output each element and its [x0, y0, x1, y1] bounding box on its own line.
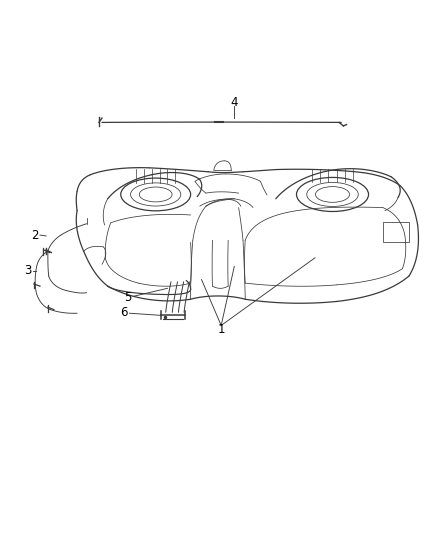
Text: 1: 1	[217, 324, 225, 336]
Text: 4: 4	[230, 96, 238, 109]
Text: 2: 2	[31, 229, 39, 241]
Text: 3: 3	[24, 264, 32, 277]
Text: 5: 5	[124, 290, 132, 304]
Text: 6: 6	[120, 306, 127, 319]
